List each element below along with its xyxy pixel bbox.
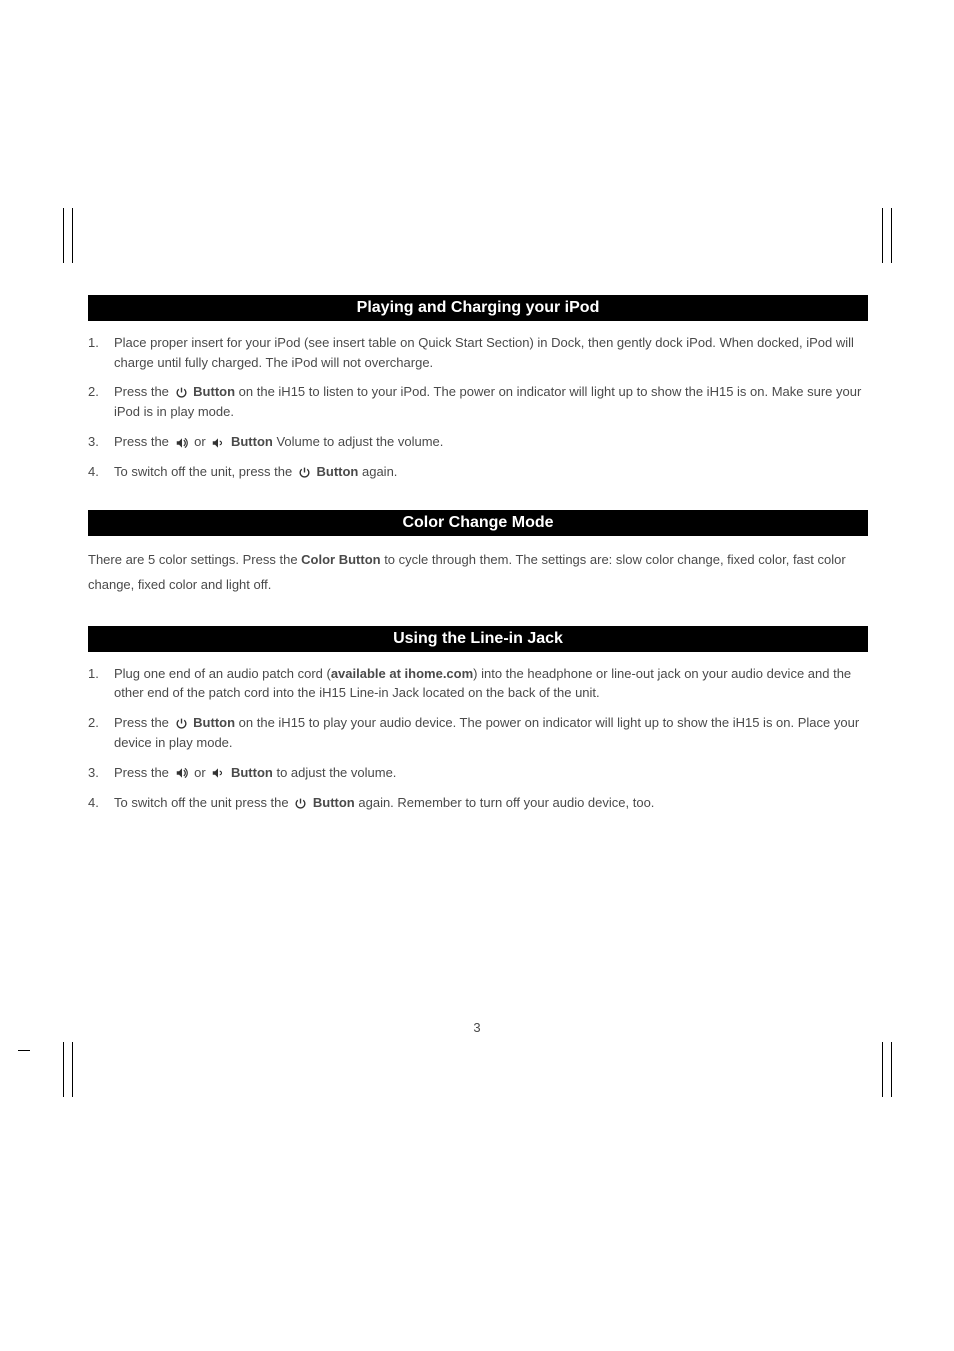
text-fragment: Volume to adjust the volume. [276, 434, 443, 449]
text-fragment: To switch off the unit, press the [114, 464, 296, 479]
list-item: 2. Press the Button on the iH15 to liste… [88, 382, 868, 422]
volume-up-icon [175, 763, 189, 783]
text-fragment: again. Remember to turn off your audio d… [358, 795, 654, 810]
list-text: Press the Button on the iH15 to play you… [114, 713, 868, 753]
list-number: 4. [88, 462, 114, 482]
crop-mark [882, 1042, 883, 1097]
text-fragment: Plug one end of an audio patch cord ( [114, 666, 331, 681]
text-fragment: to adjust the volume. [276, 765, 396, 780]
power-icon [175, 714, 188, 734]
list-text: Plug one end of an audio patch cord (ava… [114, 664, 868, 703]
power-icon [175, 383, 188, 403]
list-number: 3. [88, 763, 114, 783]
text-fragment: Press the [114, 434, 173, 449]
button-label: Button [316, 464, 358, 479]
section-body-color-change: There are 5 color settings. Press the Co… [88, 548, 868, 597]
crop-mark [891, 1042, 892, 1097]
list-number: 2. [88, 713, 114, 753]
power-icon [294, 794, 307, 814]
section-header-linein: Using the Line-in Jack [88, 626, 868, 652]
list-number: 1. [88, 333, 114, 372]
list-text: To switch off the unit, press the Button… [114, 462, 868, 482]
list-item: 3. Press the or Button Volume to adjust … [88, 432, 868, 452]
bold-text: available at ihome.com [331, 666, 473, 681]
list-item: 3. Press the or Button to adjust the vol… [88, 763, 868, 783]
list-item: 1. Place proper insert for your iPod (se… [88, 333, 868, 372]
list-number: 3. [88, 432, 114, 452]
text-fragment: Press the [114, 715, 173, 730]
text-fragment: There are 5 color settings. Press the [88, 552, 301, 567]
page-content: Playing and Charging your iPod 1. Place … [88, 295, 868, 841]
text-fragment: To switch off the unit press the [114, 795, 292, 810]
bold-text: Color Button [301, 552, 380, 567]
crop-mark [63, 208, 64, 263]
list-number: 2. [88, 382, 114, 422]
list-number: 4. [88, 793, 114, 813]
volume-up-icon [175, 433, 189, 453]
text-fragment: or [194, 765, 209, 780]
list-item: 4. To switch off the unit press the Butt… [88, 793, 868, 813]
paragraph: There are 5 color settings. Press the Co… [88, 548, 868, 597]
button-label: Button [193, 715, 235, 730]
crop-mark [18, 1050, 30, 1051]
power-icon [298, 463, 311, 483]
button-label: Button [193, 384, 235, 399]
volume-down-icon [211, 763, 225, 783]
text-fragment: or [194, 434, 209, 449]
section-body-linein: 1. Plug one end of an audio patch cord (… [88, 664, 868, 813]
list-item: 2. Press the Button on the iH15 to play … [88, 713, 868, 753]
list-text: Press the or Button Volume to adjust the… [114, 432, 868, 452]
text-fragment: Press the [114, 384, 173, 399]
button-label: Button [313, 795, 355, 810]
list-text: Press the Button on the iH15 to listen t… [114, 382, 868, 422]
page-number: 3 [0, 1020, 954, 1035]
crop-mark [891, 208, 892, 263]
section-body-playing: 1. Place proper insert for your iPod (se… [88, 333, 868, 482]
crop-mark [72, 208, 73, 263]
list-text: Place proper insert for your iPod (see i… [114, 333, 868, 372]
list-item: 1. Plug one end of an audio patch cord (… [88, 664, 868, 703]
crop-mark [882, 208, 883, 263]
list-text: To switch off the unit press the Button … [114, 793, 868, 813]
crop-mark [72, 1042, 73, 1097]
list-text: Press the or Button to adjust the volume… [114, 763, 868, 783]
volume-down-icon [211, 433, 225, 453]
button-label: Button [231, 765, 273, 780]
text-fragment: Press the [114, 765, 173, 780]
section-header-playing: Playing and Charging your iPod [88, 295, 868, 321]
list-item: 4. To switch off the unit, press the But… [88, 462, 868, 482]
text-fragment: again. [362, 464, 397, 479]
crop-mark [63, 1042, 64, 1097]
button-label: Button [231, 434, 273, 449]
section-header-color-change: Color Change Mode [88, 510, 868, 536]
list-number: 1. [88, 664, 114, 703]
